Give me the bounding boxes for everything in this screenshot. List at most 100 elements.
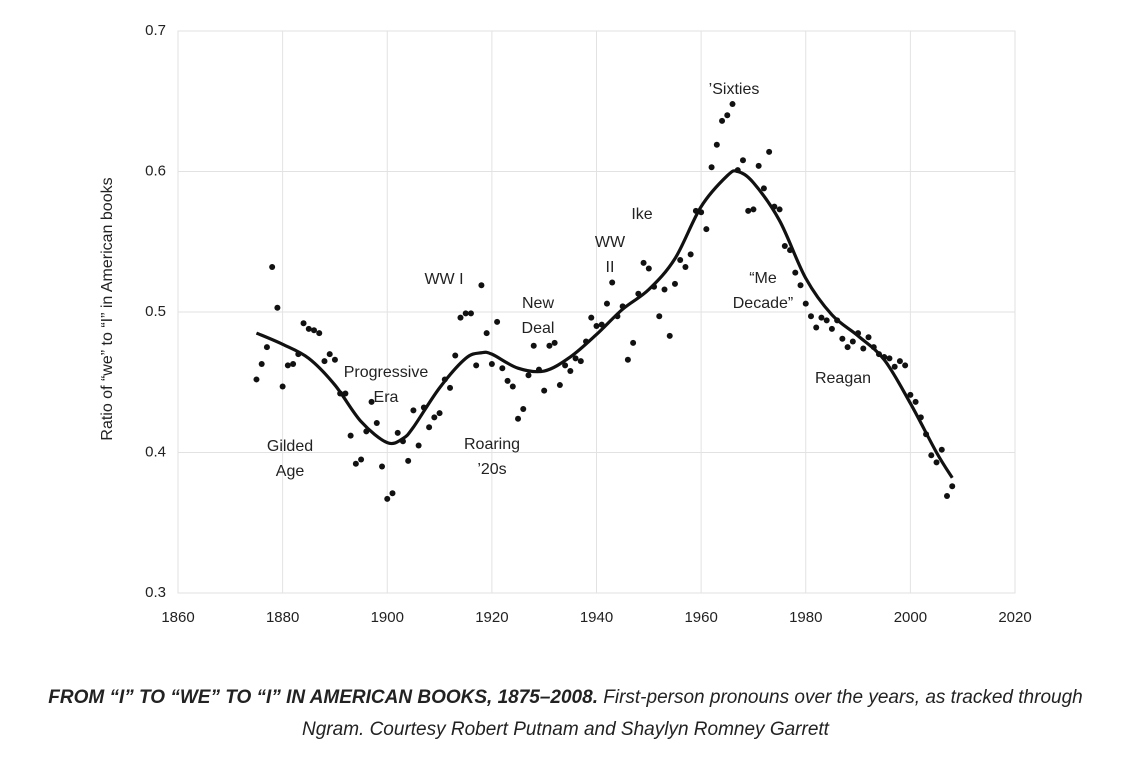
data-point	[828, 325, 835, 332]
data-point	[640, 259, 647, 266]
data-point	[483, 330, 490, 337]
data-point	[331, 356, 338, 363]
annotation: ’Sixties	[709, 81, 760, 98]
x-tick-label: 1960	[684, 609, 717, 626]
data-point	[567, 368, 574, 375]
data-point	[818, 314, 825, 321]
annotation: Roaring	[464, 436, 520, 453]
data-point	[902, 362, 909, 369]
data-point	[311, 327, 318, 334]
data-point	[431, 414, 438, 421]
data-point	[802, 300, 809, 307]
data-point	[745, 207, 752, 214]
y-tick-label: 0.6	[145, 162, 166, 179]
data-point	[300, 320, 307, 327]
data-point	[624, 356, 631, 363]
data-point	[321, 358, 328, 365]
data-point	[253, 376, 260, 383]
data-point	[358, 456, 365, 463]
data-point	[473, 362, 480, 369]
data-point	[457, 314, 464, 321]
data-point	[687, 251, 694, 258]
x-tick-label: 1900	[371, 609, 404, 626]
data-point	[739, 157, 746, 164]
data-point	[865, 334, 872, 341]
data-point	[515, 415, 522, 422]
data-point	[384, 495, 391, 502]
annotation: ’20s	[477, 461, 506, 478]
data-point	[776, 206, 783, 213]
data-point	[839, 335, 846, 342]
data-point	[541, 387, 548, 394]
data-point	[671, 280, 678, 287]
data-point	[379, 463, 386, 470]
annotation: “Me	[749, 270, 777, 287]
data-point	[405, 457, 412, 464]
data-point	[562, 362, 569, 369]
annotation: New	[522, 295, 554, 312]
data-point	[467, 310, 474, 317]
data-point	[677, 257, 684, 264]
caption: FROM “I” TO “WE” TO “I” IN AMERICAN BOOK…	[20, 682, 1111, 746]
annotation: II	[606, 259, 615, 276]
annotation: Deal	[522, 320, 555, 337]
data-point	[447, 384, 454, 391]
data-point	[666, 332, 673, 339]
data-point	[509, 383, 516, 390]
annotation: Ike	[631, 206, 652, 223]
data-point	[630, 339, 637, 346]
x-tick-label: 1980	[789, 609, 822, 626]
data-point	[499, 365, 506, 372]
x-tick-label: 1920	[475, 609, 508, 626]
data-point	[588, 314, 595, 321]
data-point	[504, 377, 511, 384]
caption-text: First-person pronouns over the years, as…	[302, 687, 1083, 740]
data-point	[269, 264, 276, 271]
data-point	[368, 398, 375, 405]
annotation: Era	[374, 389, 399, 406]
x-tick-label: 2020	[998, 609, 1031, 626]
data-point	[478, 282, 485, 289]
data-point	[949, 483, 956, 490]
data-point	[316, 330, 323, 337]
data-point	[415, 442, 422, 449]
data-point	[807, 313, 814, 320]
data-point	[755, 162, 762, 169]
data-point	[326, 351, 333, 358]
data-point	[750, 206, 757, 213]
data-point	[813, 324, 820, 331]
data-point	[907, 391, 914, 398]
chart: Ratio of “we” to “I” in American books 1…	[99, 22, 1031, 626]
data-point	[373, 419, 380, 426]
data-point	[724, 112, 731, 119]
data-point	[708, 164, 715, 171]
data-point	[928, 452, 935, 459]
data-point	[943, 493, 950, 500]
annotation: Gilded	[267, 438, 313, 455]
annotation: Decade”	[733, 295, 793, 312]
data-point	[912, 398, 919, 405]
data-point	[530, 342, 537, 349]
data-point	[577, 358, 584, 365]
x-tick-label: 1860	[161, 609, 194, 626]
data-point	[556, 382, 563, 389]
data-point	[886, 355, 893, 362]
annotation: Age	[276, 463, 305, 480]
data-point	[488, 360, 495, 367]
data-point	[656, 313, 663, 320]
y-tick-label: 0.5	[145, 303, 166, 320]
data-point	[263, 344, 270, 351]
data-point	[593, 323, 600, 330]
data-point	[896, 358, 903, 365]
data-point	[389, 490, 396, 497]
data-point	[729, 101, 736, 108]
data-point	[551, 339, 558, 346]
y-axis-label: Ratio of “we” to “I” in American books	[99, 177, 116, 440]
data-point	[452, 352, 459, 359]
data-point	[766, 148, 773, 155]
data-point	[823, 317, 830, 324]
data-point	[682, 264, 689, 271]
data-point	[703, 226, 710, 233]
data-point	[933, 459, 940, 466]
